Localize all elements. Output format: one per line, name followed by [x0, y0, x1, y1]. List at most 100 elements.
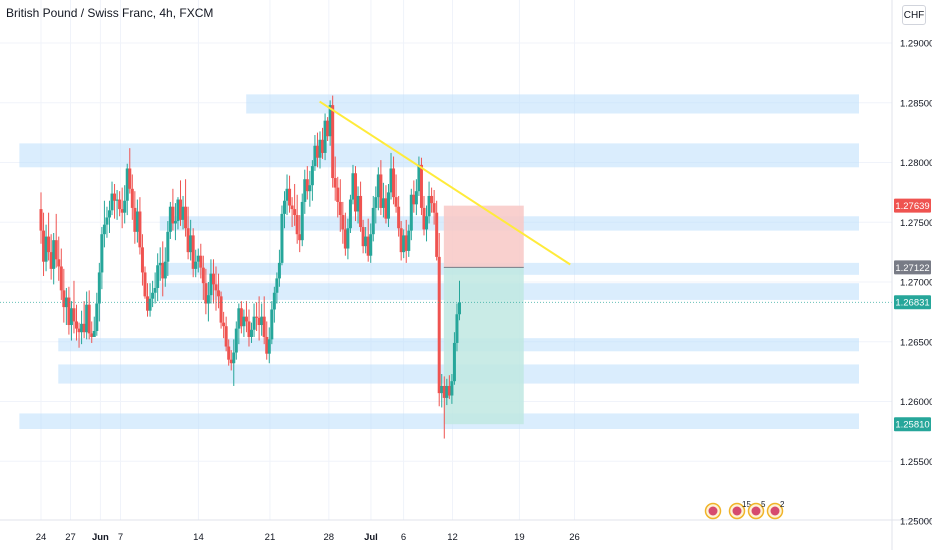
candle-body[interactable] [57, 259, 61, 267]
candle-body[interactable] [430, 195, 434, 204]
candle-body[interactable] [293, 209, 297, 216]
candle-body[interactable] [82, 323, 86, 333]
candle-body[interactable] [151, 292, 155, 299]
candle-body[interactable] [376, 174, 380, 198]
candle-body[interactable] [47, 236, 51, 253]
candle-body[interactable] [217, 290, 221, 297]
candle-body[interactable] [173, 221, 177, 224]
candle-body[interactable] [356, 195, 360, 212]
candle-body[interactable] [407, 230, 411, 251]
candle-body[interactable] [257, 317, 261, 326]
candle-body[interactable] [194, 261, 198, 269]
candle-body[interactable] [115, 199, 119, 201]
candle-body[interactable] [54, 240, 58, 260]
candle-body[interactable] [346, 228, 350, 249]
candle-body[interactable] [113, 193, 117, 201]
candle-body[interactable] [359, 195, 363, 228]
candle-body[interactable] [422, 207, 426, 230]
candle-body[interactable] [247, 321, 251, 337]
candle-body[interactable] [326, 120, 330, 137]
candle-body[interactable] [305, 179, 309, 192]
candle-body[interactable] [409, 194, 413, 231]
candle-body[interactable] [288, 188, 292, 206]
candle-body[interactable] [381, 198, 385, 208]
candle-body[interactable] [285, 188, 289, 201]
candle-body[interactable] [196, 255, 200, 262]
candle-body[interactable] [90, 333, 94, 337]
candle-body[interactable] [412, 194, 416, 205]
candle-body[interactable] [310, 166, 314, 186]
candle-body[interactable] [361, 227, 365, 247]
candle-body[interactable] [275, 278, 279, 293]
candle-body[interactable] [161, 262, 165, 279]
candle-body[interactable] [252, 316, 256, 330]
candle-body[interactable] [199, 255, 203, 268]
candle-body[interactable] [298, 234, 302, 241]
candle-body[interactable] [331, 105, 335, 179]
candle-body[interactable] [39, 209, 43, 231]
candle-body[interactable] [295, 215, 299, 235]
candle-body[interactable] [255, 316, 259, 318]
candle-body[interactable] [168, 206, 172, 232]
candle-body[interactable] [42, 230, 46, 262]
candle-body[interactable] [69, 308, 73, 326]
candle-body[interactable] [414, 191, 418, 205]
candle-body[interactable] [386, 192, 390, 219]
candle-body[interactable] [232, 352, 236, 364]
candle-body[interactable] [318, 139, 322, 158]
candle-body[interactable] [404, 235, 408, 251]
candle-body[interactable] [62, 290, 66, 308]
candle-body[interactable] [250, 329, 254, 337]
candle-body[interactable] [143, 272, 147, 297]
candle-body[interactable] [186, 228, 190, 253]
candle-body[interactable] [130, 188, 134, 208]
candle-body[interactable] [87, 304, 91, 334]
candle-body[interactable] [280, 213, 284, 263]
candle-body[interactable] [239, 308, 243, 327]
candle-body[interactable] [80, 323, 84, 333]
candle-body[interactable] [432, 203, 436, 213]
candle-body[interactable] [133, 207, 137, 232]
candle-body[interactable] [290, 205, 294, 210]
candle-body[interactable] [158, 262, 162, 266]
candle-body[interactable] [348, 199, 352, 229]
candle-body[interactable] [455, 314, 459, 343]
candle-body[interactable] [315, 145, 319, 158]
candle-body[interactable] [267, 339, 271, 354]
candle-body[interactable] [313, 145, 317, 167]
candle-body[interactable] [189, 235, 193, 253]
candle-body[interactable] [300, 201, 304, 241]
candle-body[interactable] [262, 316, 266, 337]
candle-body[interactable] [272, 292, 276, 310]
candle-body[interactable] [425, 216, 429, 230]
candle-body[interactable] [138, 211, 142, 248]
candle-body[interactable] [447, 385, 451, 396]
candle-body[interactable] [458, 302, 461, 315]
candle-body[interactable] [351, 173, 355, 200]
candle-body[interactable] [265, 336, 269, 354]
candle-body[interactable] [222, 322, 226, 327]
candle-body[interactable] [191, 235, 195, 269]
candle-body[interactable] [277, 262, 281, 279]
candle-body[interactable] [392, 168, 396, 198]
price-axis[interactable] [892, 0, 932, 550]
candle-body[interactable] [44, 236, 48, 262]
candle-body[interactable] [224, 326, 228, 347]
candle-body[interactable] [452, 342, 456, 382]
candle-body[interactable] [437, 256, 441, 394]
candle-body[interactable] [394, 197, 398, 207]
candle-body[interactable] [75, 321, 79, 329]
candle-body[interactable] [219, 296, 223, 323]
candle-body[interactable] [399, 228, 403, 253]
candle-body[interactable] [369, 234, 373, 256]
candle-body[interactable] [308, 185, 312, 192]
candle-body[interactable] [209, 273, 213, 296]
candle-body[interactable] [237, 308, 241, 329]
candle-body[interactable] [389, 168, 393, 193]
candle-body[interactable] [204, 283, 208, 304]
candle-body[interactable] [171, 206, 175, 224]
candle-body[interactable] [214, 284, 218, 291]
candle-body[interactable] [419, 164, 423, 208]
candle-body[interactable] [77, 328, 81, 333]
